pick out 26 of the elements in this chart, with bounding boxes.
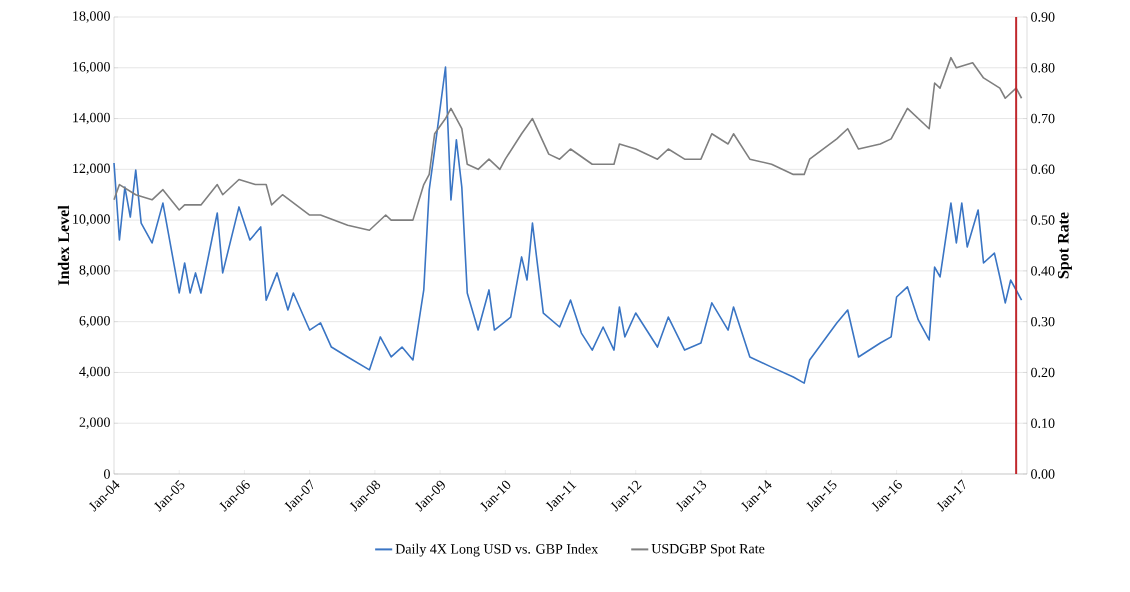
y2-axis-title: Spot Rate	[1057, 212, 1072, 279]
y2-tick-label: 0.20	[1031, 367, 1055, 378]
y-tick-label: 14,000	[73, 112, 110, 125]
y2-tick-label: 0.50	[1031, 215, 1055, 225]
legend-label: USDGBP Spot Rate	[651, 544, 765, 557]
y2-tick-label: 0.70	[1031, 113, 1055, 124]
legend-label: Daily 4X Long USD vs. GBP Index	[395, 543, 599, 557]
y2-tick-label: 0.80	[1031, 63, 1055, 73]
y2-tick-label: 0.30	[1031, 316, 1055, 327]
y-tick-label: 0	[104, 469, 110, 479]
y-tick-label: 4,000	[79, 366, 110, 379]
y2-tick-label: 0.00	[1031, 469, 1055, 479]
y-tick-label: 10,000	[73, 214, 110, 226]
line-series	[113, 56, 1023, 232]
y2-tick-label: 0.10	[1031, 418, 1055, 428]
y-tick-label: 6,000	[79, 315, 110, 328]
y-tick-label: 18,000	[73, 11, 110, 23]
y2-tick-label: 0.90	[1031, 12, 1055, 22]
y-tick-label: 8,000	[79, 265, 110, 277]
line-series	[113, 66, 1023, 384]
y-tick-label: 12,000	[73, 163, 110, 176]
y-tick-label: 2,000	[79, 417, 110, 429]
y2-tick-label: 0.60	[1031, 164, 1055, 175]
y2-tick-label: 0.40	[1031, 266, 1055, 276]
y-axis-title: Index Level	[57, 205, 70, 286]
y-tick-label: 16,000	[73, 62, 110, 74]
